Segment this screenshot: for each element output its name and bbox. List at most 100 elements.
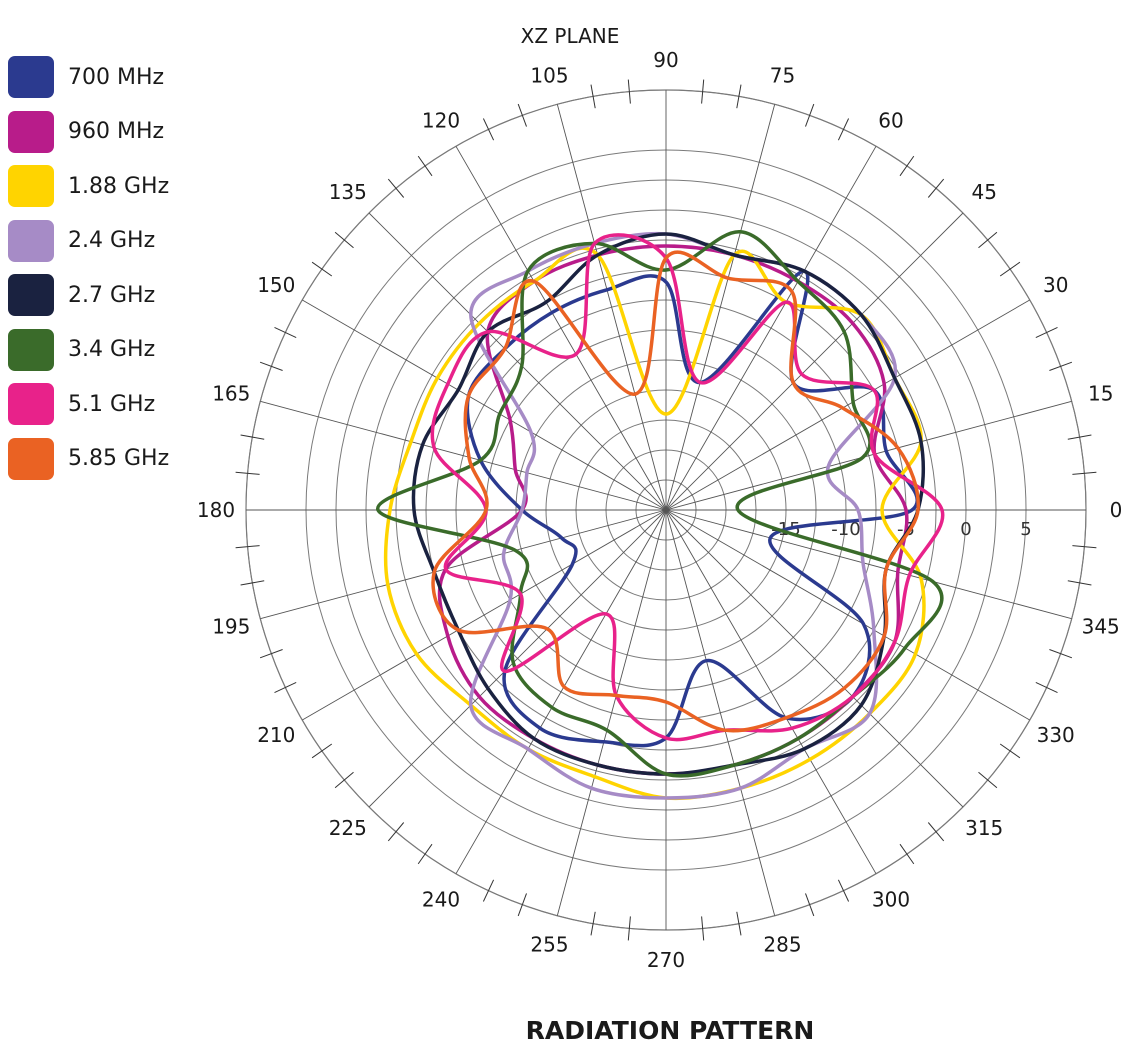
angle-label: 0	[1110, 498, 1123, 522]
outer-tick	[334, 231, 354, 249]
outer-tick	[590, 911, 596, 936]
legend-swatch	[8, 110, 54, 153]
chart-footer: RADIATION PATTERN	[525, 1016, 815, 1045]
angle-label: 150	[257, 273, 295, 297]
outer-tick	[978, 231, 998, 249]
series-line-4	[411, 232, 926, 776]
outer-tick	[235, 545, 260, 549]
series-line-5	[376, 230, 944, 778]
angle-label: 210	[257, 723, 295, 747]
outer-tick	[978, 771, 998, 789]
outer-tick	[517, 893, 527, 917]
legend-item: 960 MHz	[8, 105, 169, 160]
legend-swatch	[8, 56, 54, 99]
angle-label: 345	[1082, 615, 1120, 639]
outer-tick	[837, 879, 850, 902]
outer-tick	[259, 361, 283, 371]
outer-tick	[482, 118, 495, 141]
outer-tick	[627, 79, 631, 104]
polar-chart: 0 15 30 45 60 75 90 105 120 135 150 165 180 195 210 225…	[197, 48, 1123, 972]
legend-item: 5.85 GHz	[8, 432, 169, 487]
outer-tick	[334, 771, 354, 789]
legend-swatch	[8, 383, 54, 426]
radial-spoke	[368, 212, 667, 511]
outer-tick	[999, 261, 1021, 277]
legend-label: 3.4 GHz	[68, 337, 156, 363]
legend-label: 960 MHz	[68, 119, 165, 145]
radial-spoke	[665, 299, 1030, 511]
radial-spoke	[665, 212, 964, 511]
radial-spoke	[302, 299, 667, 511]
scale-label: 5	[1020, 519, 1031, 540]
radial-spoke	[556, 509, 667, 916]
angle-label: 180	[197, 498, 235, 522]
radial-spoke	[665, 400, 1072, 511]
radial-spoke	[665, 509, 1030, 721]
angle-label: 135	[329, 180, 367, 204]
legend-item: 2.4 GHz	[8, 214, 169, 269]
angle-label: 165	[212, 382, 250, 406]
outer-tick	[417, 843, 433, 865]
outer-tick	[927, 822, 945, 842]
outer-tick	[311, 261, 333, 277]
legend-item: 5.1 GHz	[8, 377, 169, 432]
legend-label: 5.85 GHz	[68, 446, 170, 472]
radial-spoke	[455, 146, 667, 511]
series-line-7	[431, 250, 920, 733]
angle-label: 195	[212, 615, 250, 639]
angle-label: 90	[653, 48, 678, 72]
legend-item: 2.7 GHz	[8, 268, 169, 323]
legend-item: 1.88 GHz	[8, 159, 169, 214]
angle-label: 105	[530, 63, 568, 87]
outer-tick	[627, 916, 631, 941]
outer-tick	[999, 743, 1021, 759]
outer-tick	[899, 155, 915, 177]
outer-tick	[837, 118, 850, 141]
angle-label: 300	[872, 888, 910, 912]
outer-tick	[1049, 649, 1073, 659]
outer-tick	[1067, 434, 1092, 440]
outer-tick	[1035, 326, 1058, 339]
outer-tick	[899, 843, 915, 865]
angle-label: 120	[422, 108, 460, 132]
radial-spoke	[665, 509, 964, 808]
outer-tick	[736, 911, 742, 936]
outer-tick	[805, 893, 815, 917]
legend-swatch	[8, 274, 54, 317]
angle-label: 30	[1043, 273, 1068, 297]
legend-label: 700 MHz	[68, 64, 165, 90]
outer-tick	[387, 822, 405, 842]
outer-tick	[1072, 471, 1097, 475]
outer-tick	[387, 178, 405, 198]
radial-spoke	[455, 509, 667, 874]
radial-spoke	[665, 146, 877, 511]
series-line-6	[430, 233, 945, 742]
legend-swatch	[8, 165, 54, 208]
radial-spoke	[302, 509, 667, 721]
radial-spoke	[665, 509, 776, 916]
angle-label: 75	[770, 63, 795, 87]
scale-label: 0	[960, 519, 971, 540]
outer-tick	[927, 178, 945, 198]
angle-label: 270	[647, 948, 685, 972]
outer-tick	[805, 103, 815, 127]
outer-tick	[590, 84, 596, 109]
outer-tick	[482, 879, 495, 902]
outer-tick	[311, 743, 333, 759]
radial-spoke	[665, 104, 776, 511]
outer-tick	[259, 649, 283, 659]
legend-item: 700 MHz	[8, 50, 169, 105]
outer-tick	[701, 916, 705, 941]
legend-swatch	[8, 437, 54, 480]
outer-tick	[240, 580, 265, 586]
outer-tick	[240, 434, 265, 440]
outer-tick	[1072, 545, 1097, 549]
angle-label: 225	[329, 816, 367, 840]
outer-tick	[1035, 681, 1058, 694]
radial-spoke	[368, 509, 667, 808]
legend-item: 3.4 GHz	[8, 323, 169, 378]
angle-label: 330	[1037, 723, 1075, 747]
angle-label: 15	[1088, 382, 1113, 406]
angle-label: 60	[878, 108, 903, 132]
legend: 700 MHz 960 MHz 1.88 GHz 2.4 GHz 2.7 GHz 3.4 …	[8, 50, 169, 486]
